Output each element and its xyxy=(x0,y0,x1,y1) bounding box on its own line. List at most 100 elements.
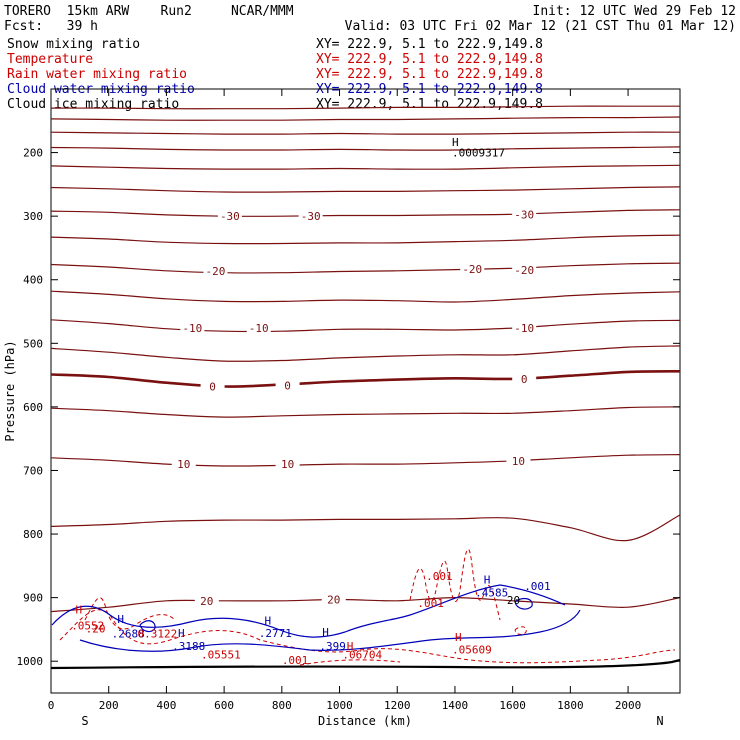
isotherm-label: 10 xyxy=(281,458,294,471)
isotherm-label-bg xyxy=(246,322,271,334)
isotherm-line xyxy=(50,406,681,418)
isotherm-label-bg xyxy=(321,593,346,605)
x-tick-label: 600 xyxy=(214,699,234,712)
surface-boundary xyxy=(50,658,681,670)
contour-annotation: H xyxy=(178,627,185,640)
isotherm-label-bg xyxy=(203,264,228,276)
legend-entry-name: Cloud ice mixing ratio xyxy=(7,97,179,112)
contour-annotation: .399 xyxy=(319,640,346,653)
isotherm-label: 20 xyxy=(200,595,213,608)
legend-entry-xy: XY= 222.9, 5.1 to 222.9,149.8 xyxy=(316,97,543,112)
isotherm-line xyxy=(50,370,681,388)
isotherm-line xyxy=(50,186,681,193)
isotherm-label: 10 xyxy=(512,455,525,468)
rain-water-contour xyxy=(299,659,401,666)
y-tick-label: 300 xyxy=(23,210,43,223)
y-tick-label: 700 xyxy=(23,464,43,477)
isotherm-label-bg xyxy=(512,264,537,276)
contour-annotation: H xyxy=(455,631,462,644)
isotherm-layer: -30 -30 -30 -20 -20 -20 -10 -10 -10 0 0 0 10 10 10 20 20 xyxy=(50,105,681,613)
cloud-water-contour xyxy=(79,609,581,652)
legend-entry-name: Rain water mixing ratio xyxy=(7,67,187,82)
isotherm-line xyxy=(50,319,681,333)
cloud-water-contour xyxy=(51,584,566,638)
isotherm-label-bg xyxy=(180,322,205,334)
x-tick-label: 1600 xyxy=(499,699,526,712)
isotherm-line xyxy=(50,209,681,217)
isotherm-label: 0 xyxy=(521,373,528,386)
contour-annotation: H xyxy=(452,136,459,149)
isotherm-line xyxy=(50,262,681,274)
x-tick-label: 800 xyxy=(272,699,292,712)
axes: 0 200 400 600 800 1000 1200 1400 1600 1800 2000200… xyxy=(17,89,680,712)
forecast-hour: Fcst: 39 h xyxy=(4,19,98,34)
rain-water-contour xyxy=(59,609,676,664)
isotherm-label: -30 xyxy=(514,208,534,221)
isotherm-label: -10 xyxy=(514,322,534,335)
legend-entry-name: Temperature xyxy=(7,52,93,67)
isotherm-label-bg xyxy=(506,454,531,466)
model-title: TORERO 15km ARW Run2 NCAR/MMM xyxy=(4,4,294,19)
valid-time: Valid: 03 UTC Fri 02 Mar 12 (21 CST Thu … xyxy=(345,19,736,34)
isotherm-label-bg xyxy=(217,210,242,222)
isotherm-label: 10 xyxy=(177,458,190,471)
isotherm-line xyxy=(50,116,681,121)
x-tick-label: 200 xyxy=(99,699,119,712)
isotherm-label-bg xyxy=(460,262,485,274)
isotherm-label-bg xyxy=(298,210,323,222)
isotherm-label-bg xyxy=(200,380,225,392)
isotherm-line xyxy=(50,345,681,362)
isotherm-label: -10 xyxy=(182,322,202,335)
x-tick-label: 2000 xyxy=(615,699,642,712)
y-tick-label: 600 xyxy=(23,401,43,414)
rain-water-contour xyxy=(84,597,176,630)
isotherm-line xyxy=(50,131,681,135)
legend: Snow mixing ratio XY= 222.9, 5.1 to 222.9… xyxy=(7,37,543,112)
isotherm-line xyxy=(50,105,680,110)
contour-annotation: .06704 xyxy=(342,649,382,662)
y-tick-label: 200 xyxy=(23,147,43,160)
isotherm-label: 20 xyxy=(327,594,340,607)
legend-entry-xy: XY= 222.9, 5.1 to 222.9,149.8 xyxy=(316,52,543,67)
y-tick-label: 800 xyxy=(23,528,43,541)
isotherm-label-bg xyxy=(512,322,537,334)
contour-annotation: .05609 xyxy=(452,644,492,657)
contour-annotation: 20 xyxy=(507,594,520,607)
contour-annotation: H xyxy=(484,574,491,587)
contour-annotation: 0.3122 xyxy=(138,628,178,641)
isotherm-label: 0 xyxy=(209,381,216,394)
isotherm-line xyxy=(50,596,681,613)
contour-annotation: .001 xyxy=(524,580,551,593)
isotherm-label-bg xyxy=(275,379,300,391)
y-tick-label: 900 xyxy=(23,592,43,605)
north-label: N xyxy=(656,714,663,728)
y-tick-label: 500 xyxy=(23,337,43,350)
isotherm-line xyxy=(50,514,681,542)
isotherm-label-bg xyxy=(171,458,196,470)
legend-entry-xy: XY= 222.9, 5.1 to 222.9,149.8 xyxy=(316,37,543,52)
isotherm-label: -20 xyxy=(514,264,534,277)
rain-water-contour xyxy=(409,548,501,621)
isotherm-label: 0 xyxy=(284,379,291,392)
y-tick-label: 400 xyxy=(23,274,43,287)
contour-annotation: .001 xyxy=(417,597,444,610)
x-tick-label: 1200 xyxy=(384,699,411,712)
contour-annotation: .3188 xyxy=(172,640,205,653)
plot-area xyxy=(50,88,681,694)
contour-annotation: .4585 xyxy=(475,586,508,599)
contour-annotation: H xyxy=(322,626,329,639)
contour-annotation: H xyxy=(117,613,124,626)
x-tick-label: 400 xyxy=(156,699,176,712)
precip-layer xyxy=(50,548,681,670)
isotherm-label: -30 xyxy=(301,210,321,223)
cloud-water-contour xyxy=(514,597,533,610)
contour-annotation: .2771 xyxy=(259,627,292,640)
y-tick-label: 1000 xyxy=(17,655,44,668)
isotherm-line xyxy=(50,454,681,467)
isotherm-label-bg xyxy=(512,372,537,384)
contour-annotation: H xyxy=(76,604,83,617)
isotherm-label-bg xyxy=(512,208,537,220)
legend-entry-xy: XY= 222.9, 5.1 to 222.9,149.8 xyxy=(316,67,543,82)
